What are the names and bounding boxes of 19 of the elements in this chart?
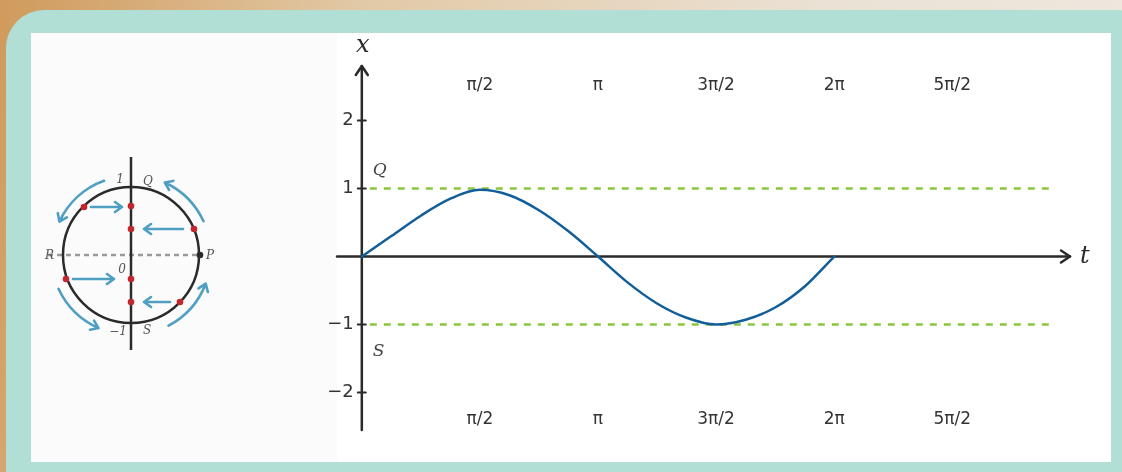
x2-tick-label: π/2	[466, 74, 494, 95]
x-axis-title: t	[1080, 240, 1090, 269]
ref-line-label: S	[372, 339, 385, 360]
y-tick-label: 1	[342, 176, 354, 198]
x2-tick-label: 3π/2	[697, 74, 735, 95]
x-tick-label: π/2	[466, 408, 494, 429]
y-tick-label: −1	[327, 312, 354, 334]
x2-tick-label: 2π	[823, 74, 845, 95]
x2-tick-label: 5π/2	[933, 74, 972, 95]
line-series	[360, 188, 836, 326]
y-axis-title: x	[356, 30, 371, 59]
x2-tick-label: π	[592, 74, 604, 95]
x-tick-label: 3π/2	[697, 408, 735, 429]
y-tick-label: 2	[342, 108, 354, 130]
x-tick-label: 2π	[823, 408, 845, 429]
y-tick-label: −2	[327, 380, 354, 402]
x-tick-label: π	[592, 408, 604, 429]
x-tick-label: 5π/2	[933, 408, 972, 429]
ref-line-label: Q	[372, 158, 387, 179]
